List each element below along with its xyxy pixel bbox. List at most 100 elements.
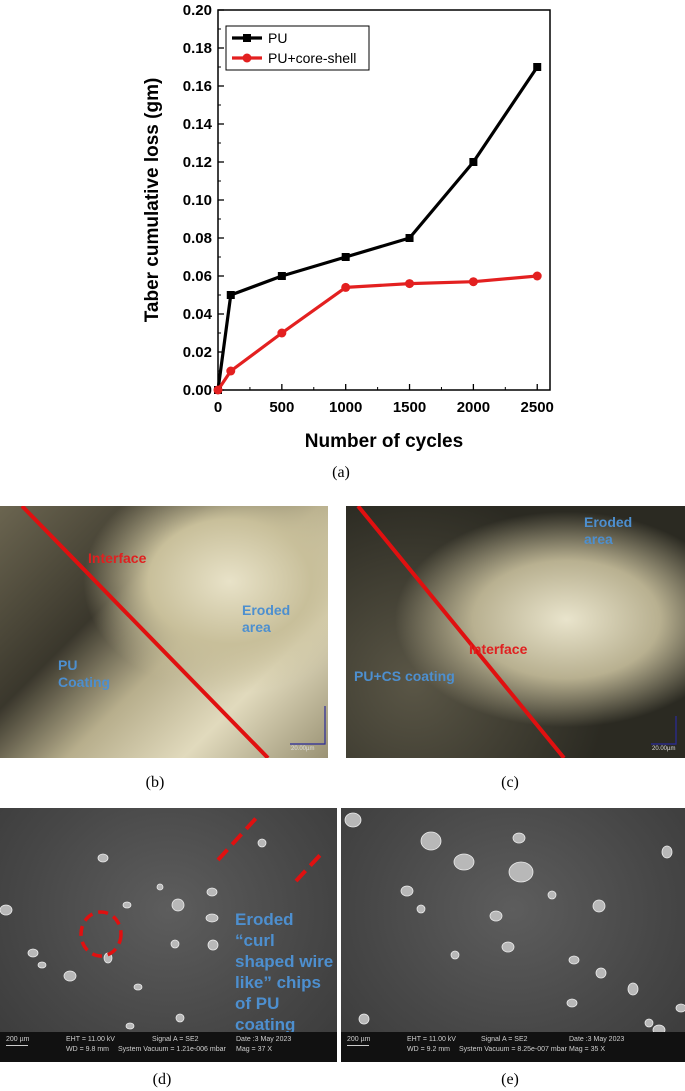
particle — [207, 939, 219, 951]
micrograph-pu: Interface Eroded area PU Coating 20.00µm — [0, 506, 328, 758]
particle — [400, 885, 414, 897]
sem-image-pu-cs: 200 µm EHT = 11.00 kV WD = 9.2 mm Signal… — [341, 808, 685, 1062]
particle — [133, 983, 143, 991]
particle — [627, 982, 639, 996]
y-tick-label: 0.08 — [183, 230, 212, 247]
chips-annotation: Eroded “curl shaped wire like” chips of … — [235, 910, 334, 1034]
particle — [512, 832, 526, 844]
legend-label: PU — [268, 30, 287, 46]
x-tick-label: 2000 — [457, 399, 490, 416]
particle — [344, 812, 362, 828]
caption-c: (c) — [501, 774, 519, 791]
legend-marker — [242, 53, 252, 63]
date-label: Date :3 May 2023 — [236, 1036, 292, 1043]
particle — [501, 941, 515, 953]
particle — [122, 901, 132, 909]
y-tick-label: 0.04 — [183, 306, 213, 323]
y-tick-label: 0.12 — [183, 154, 212, 171]
particle — [661, 845, 673, 859]
eroded-area-label: Eroded area — [242, 602, 291, 635]
wire-chip-marker — [216, 814, 260, 862]
x-axis-label: Number of cycles — [305, 431, 463, 452]
particle — [508, 861, 534, 883]
particle — [37, 961, 47, 969]
caption-d: (d) — [152, 1071, 172, 1088]
sem-info-bar: 200 µm EHT = 11.00 kV WD = 9.8 mm Signal… — [0, 1032, 337, 1062]
data-point — [469, 158, 478, 166]
particle — [0, 904, 13, 916]
y-tick-label: 0.06 — [183, 268, 212, 285]
sem-info-bar: 200 µm EHT = 11.00 kV WD = 9.2 mm Signal… — [341, 1032, 685, 1062]
y-tick-label: 0.02 — [183, 344, 212, 361]
interface-label: Interface — [88, 550, 147, 566]
caption-a: (a) — [332, 464, 350, 481]
signal-label: Signal A = SE2 — [152, 1036, 199, 1043]
eht-label: EHT = 11.00 kV — [66, 1036, 115, 1043]
particle — [416, 904, 426, 914]
eroded-area-label: Eroded area — [584, 514, 633, 547]
data-point — [226, 366, 236, 376]
series-line-0 — [216, 66, 539, 391]
particle — [171, 898, 185, 912]
x-tick-label: 1000 — [329, 399, 362, 416]
x-tick-label: 0 — [214, 399, 222, 416]
particle — [595, 967, 607, 979]
data-point — [341, 253, 350, 261]
vacuum-label: System Vacuum = 1.21e-006 mbar — [118, 1046, 226, 1053]
vacuum-label: System Vacuum = 8.25e-007 mbar — [459, 1046, 567, 1053]
mag-label: Mag = 37 X — [236, 1046, 272, 1053]
wd-label: WD = 9.2 mm — [407, 1046, 450, 1053]
particle — [644, 1018, 654, 1028]
legend-marker — [243, 34, 251, 42]
interface-line — [356, 506, 566, 758]
data-point — [468, 277, 478, 287]
y-tick-label: 0.14 — [183, 116, 213, 133]
curl-chip-circle — [79, 910, 123, 958]
x-tick-label: 500 — [269, 399, 294, 416]
particle — [568, 955, 580, 965]
data-point — [405, 234, 414, 242]
data-point — [405, 279, 415, 289]
wd-label: WD = 9.8 mm — [66, 1046, 109, 1053]
scale-bar — [290, 706, 326, 745]
particle — [170, 939, 180, 949]
y-tick-label: 0.18 — [183, 40, 212, 57]
data-point — [226, 291, 235, 299]
scale-label: 20.00µm — [652, 746, 676, 752]
date-label: Date :3 May 2023 — [569, 1036, 625, 1043]
data-point — [533, 63, 542, 71]
particle — [206, 887, 218, 897]
caption-e: (e) — [501, 1071, 519, 1088]
micrograph-pu-cs: Interface Eroded area PU+CS coating 20.0… — [346, 506, 685, 758]
particle — [205, 913, 219, 923]
data-point — [277, 272, 286, 280]
caption-b: (b) — [145, 774, 165, 791]
particle — [358, 1013, 370, 1025]
particle — [450, 950, 460, 960]
data-point — [277, 328, 287, 338]
particle — [27, 948, 39, 958]
y-tick-label: 0.10 — [183, 192, 212, 209]
signal-label: Signal A = SE2 — [481, 1036, 528, 1043]
taber-loss-chart: 0.00 0.02 0.04 0.06 0.08 0.10 0.12 0.14 0.16 0.18… — [142, 2, 554, 452]
sem-image-pu: Eroded “curl shaped wire like” chips of … — [0, 808, 337, 1062]
mag-label: Mag = 35 X — [569, 1046, 605, 1053]
data-point — [341, 282, 351, 292]
interface-line — [20, 506, 270, 758]
scale-label: 200 µm — [347, 1036, 371, 1043]
y-tick-label: 0.00 — [183, 382, 212, 399]
particle — [547, 890, 557, 900]
series-line-1 — [216, 274, 538, 391]
wire-chip-marker — [294, 851, 324, 883]
data-point — [532, 271, 542, 281]
particle — [566, 998, 578, 1008]
particle — [125, 1022, 135, 1030]
scale-label: 20.00µm — [291, 746, 315, 752]
legend-box — [225, 25, 370, 71]
scale-label: 200 µm — [6, 1036, 30, 1043]
particle — [97, 853, 109, 863]
particle — [489, 910, 503, 922]
scale-bar — [651, 716, 677, 745]
particle — [63, 970, 77, 982]
interface-label: Interface — [469, 641, 528, 657]
